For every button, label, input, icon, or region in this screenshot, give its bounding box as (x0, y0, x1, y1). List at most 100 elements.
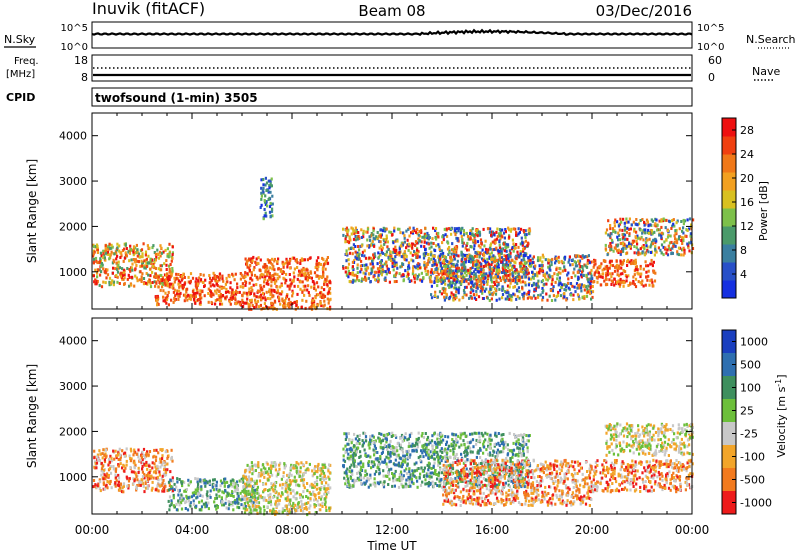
data-cell (218, 272, 222, 276)
data-cell (353, 232, 356, 235)
data-cell (628, 217, 631, 221)
data-cell (460, 235, 463, 238)
data-cell (144, 250, 148, 254)
data-cell (266, 297, 269, 300)
data-cell (166, 280, 169, 284)
data-cell (491, 293, 494, 297)
data-cell (380, 273, 383, 277)
data-cell (257, 295, 260, 299)
data-cell (461, 255, 464, 259)
data-cell (508, 276, 511, 280)
data-cell (347, 275, 350, 279)
data-cell (633, 259, 636, 263)
data-cell (255, 283, 258, 287)
data-cell (572, 293, 575, 297)
data-cell (586, 290, 590, 294)
data-cell (550, 282, 553, 286)
data-cell (282, 276, 285, 280)
data-cell (377, 251, 380, 255)
data-cell (449, 270, 452, 274)
data-cell (483, 244, 486, 248)
data-cell (314, 266, 317, 269)
data-cell (492, 254, 495, 258)
data-cell (162, 289, 165, 293)
data-cell (124, 243, 127, 247)
data-cell (498, 270, 501, 274)
data-cell (433, 281, 436, 284)
data-cell (276, 260, 279, 264)
data-cell (519, 227, 523, 231)
data-cell (407, 277, 410, 281)
data-cell (505, 249, 508, 253)
data-cell (591, 290, 595, 294)
data-cell (125, 459, 128, 463)
data-cell (327, 469, 330, 473)
data-cell (269, 492, 272, 496)
data-cell (104, 474, 107, 478)
data-cell (690, 241, 693, 245)
data-cell (218, 299, 222, 303)
data-cell (623, 225, 626, 229)
data-cell (651, 232, 654, 236)
data-cell (522, 229, 525, 232)
data-cell (95, 485, 98, 489)
data-cell (237, 300, 240, 304)
data-cell (508, 293, 511, 297)
data-cell (491, 271, 494, 275)
data-cell (110, 465, 113, 469)
data-cell (514, 227, 517, 231)
data-cell (470, 287, 473, 291)
data-cell (637, 248, 640, 252)
data-cell (583, 295, 586, 298)
data-cell (199, 295, 202, 299)
data-cell (112, 449, 115, 453)
data-cell (223, 481, 226, 485)
data-cell (351, 273, 354, 277)
data-cell (301, 478, 304, 482)
data-cell (180, 501, 183, 505)
data-cell (591, 285, 594, 288)
data-cell (290, 505, 293, 509)
data-cell (591, 295, 594, 299)
data-cell (566, 281, 570, 285)
data-cell (472, 270, 476, 274)
data-cell (263, 280, 266, 284)
data-cell (450, 294, 453, 298)
data-cell (94, 282, 97, 286)
data-cell (107, 463, 110, 467)
data-cell (120, 251, 123, 255)
data-cell (304, 273, 307, 277)
data-cell (635, 239, 638, 243)
data-cell (434, 290, 437, 294)
data-cell (360, 244, 363, 248)
data-cell (160, 251, 164, 255)
data-cell (291, 504, 294, 508)
data-cell (435, 244, 438, 248)
data-cell (623, 233, 627, 237)
data-cell (498, 287, 501, 291)
data-cell (348, 272, 351, 275)
data-cell (647, 228, 650, 232)
data-cell (326, 261, 330, 265)
data-cell (289, 284, 292, 288)
data-cell (248, 268, 251, 272)
data-cell (452, 272, 455, 276)
data-cell (133, 251, 137, 255)
data-cell (502, 277, 505, 281)
data-cell (654, 222, 657, 226)
data-cell (413, 229, 416, 233)
colorbar-tick-label: 8 (740, 244, 747, 257)
data-cell (445, 227, 448, 231)
data-cell (269, 469, 272, 473)
data-cell (259, 206, 262, 209)
data-cell (355, 230, 358, 233)
data-cell (443, 255, 446, 259)
data-cell (272, 305, 275, 309)
data-cell (570, 293, 573, 297)
data-cell (317, 265, 320, 269)
data-cell (456, 278, 459, 282)
colorbar-swatch (722, 136, 736, 155)
data-cell (92, 261, 95, 265)
data-cell (248, 470, 251, 474)
data-cell (299, 287, 302, 291)
